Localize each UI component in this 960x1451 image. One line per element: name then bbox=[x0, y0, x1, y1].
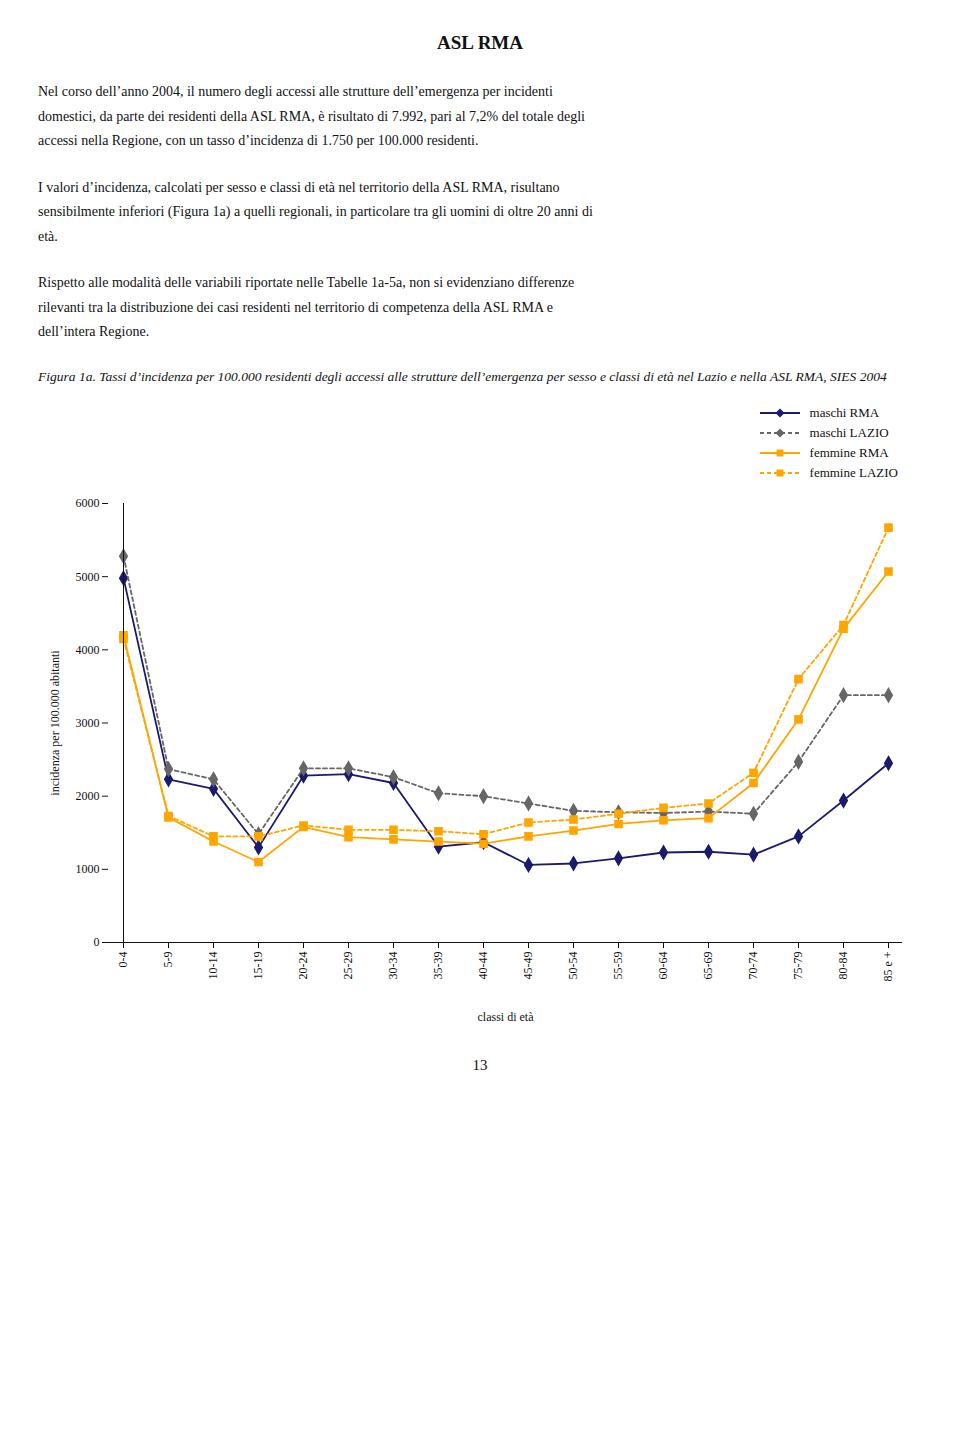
html-text:femmine RMA: femmine RMA bbox=[809, 444, 889, 460]
svg-text:0: 0 bbox=[94, 935, 100, 949]
svg-text:30-34: 30-34 bbox=[386, 951, 400, 979]
html-text:maschi LAZIO: maschi LAZIO bbox=[809, 424, 889, 440]
html-text:I valori d’incidenza, calcolat: I valori d’incidenza, calcolati per sess… bbox=[38, 179, 593, 244]
svg-text:classi di età: classi di età bbox=[478, 1009, 535, 1023]
svg-text:15-19: 15-19 bbox=[251, 951, 265, 979]
html-text:13: 13 bbox=[472, 1056, 488, 1073]
svg-text:6000: 6000 bbox=[76, 496, 100, 510]
svg-text:0-4: 0-4 bbox=[116, 951, 130, 967]
svg-text:10-14: 10-14 bbox=[206, 951, 220, 979]
svg-text:25-29: 25-29 bbox=[341, 951, 355, 979]
svg-text:2000: 2000 bbox=[76, 789, 100, 803]
html-text:ASL RMA: ASL RMA bbox=[437, 32, 523, 53]
svg-text:85 e +: 85 e + bbox=[881, 951, 895, 981]
svg-text:40-44: 40-44 bbox=[476, 951, 490, 979]
svg-text:65-69: 65-69 bbox=[701, 951, 715, 979]
svg-text:60-64: 60-64 bbox=[656, 951, 670, 979]
svg-text:55-59: 55-59 bbox=[611, 951, 625, 979]
svg-text:4000: 4000 bbox=[76, 642, 100, 656]
svg-text:20-24: 20-24 bbox=[296, 951, 310, 979]
svg-text:5-9: 5-9 bbox=[161, 951, 175, 967]
html-text:Figura 1a. Tassi d’incidenza p: Figura 1a. Tassi d’incidenza per 100.000… bbox=[38, 368, 887, 384]
svg-text:75-79: 75-79 bbox=[791, 951, 805, 979]
svg-text:70-74: 70-74 bbox=[746, 951, 760, 979]
svg-text:1000: 1000 bbox=[76, 862, 100, 876]
svg-text:35-39: 35-39 bbox=[431, 951, 445, 979]
html-text:Nel corso dell’anno 2004, il n: Nel corso dell’anno 2004, il numero degl… bbox=[38, 84, 585, 148]
svg-text:45-49: 45-49 bbox=[521, 951, 535, 979]
html-text:Rispetto alle modalità delle v: Rispetto alle modalità delle variabili r… bbox=[38, 275, 575, 339]
html-text:femmine LAZIO: femmine LAZIO bbox=[809, 464, 898, 480]
svg-text:50-54: 50-54 bbox=[566, 951, 580, 979]
html-text:maschi RMA: maschi RMA bbox=[809, 404, 880, 420]
svg-text:80-84: 80-84 bbox=[836, 951, 850, 979]
svg-text:3000: 3000 bbox=[76, 716, 100, 730]
svg-text:incidenza per 100.000 abitanti: incidenza per 100.000 abitanti bbox=[48, 649, 62, 795]
svg-text:5000: 5000 bbox=[76, 569, 100, 583]
